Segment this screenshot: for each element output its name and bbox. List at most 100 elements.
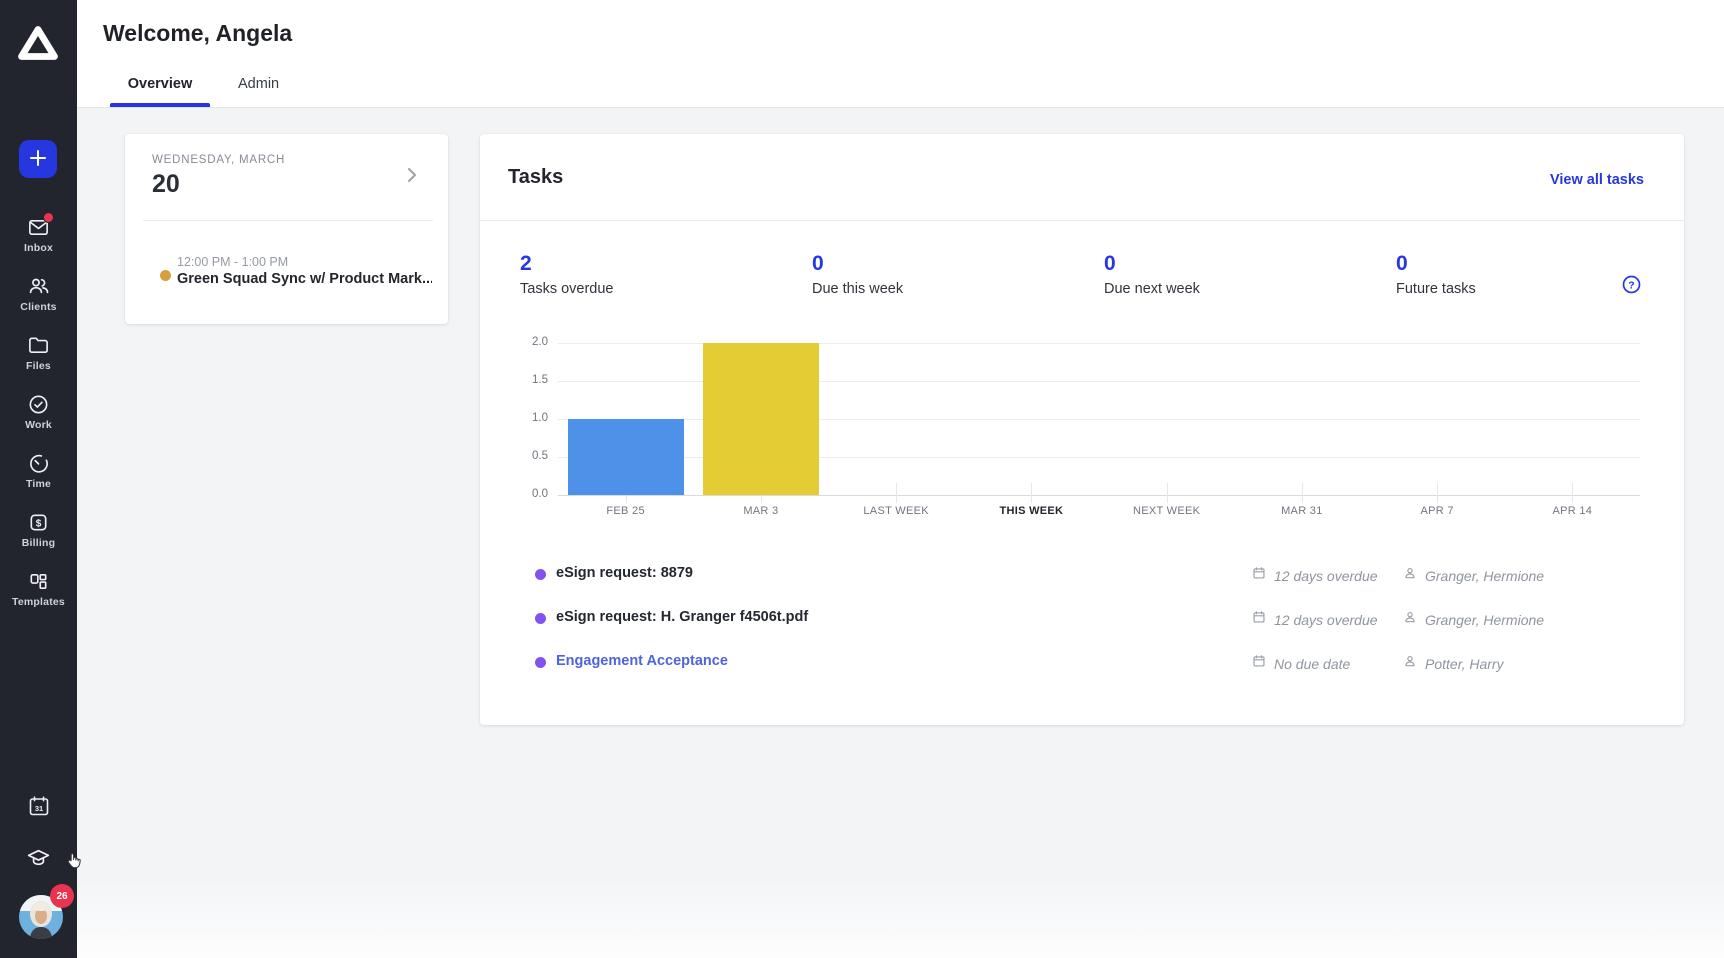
stat-label: Due this week <box>812 281 904 297</box>
x-tick-mark <box>896 483 898 503</box>
x-axis-label: LAST WEEK <box>863 505 929 517</box>
person-icon <box>1403 654 1417 673</box>
question-circle-icon: ? <box>1622 275 1641 297</box>
svg-text:$: $ <box>36 518 42 529</box>
bar-mar-3 <box>702 343 819 495</box>
check-circle-icon <box>27 392 51 416</box>
x-axis-label: THIS WEEK <box>999 505 1064 517</box>
task-priority-dot <box>535 613 546 624</box>
task-title[interactable]: eSign request: 8879 <box>556 565 693 581</box>
task-assignee-text: Potter, Harry <box>1425 655 1504 672</box>
gridline <box>558 381 1640 382</box>
stat-future-tasks: 0 Future tasks <box>1396 252 1476 297</box>
plus-icon <box>29 149 47 170</box>
calendar-day-number: 20 <box>152 170 180 198</box>
task-priority-dot <box>535 657 546 668</box>
calendar-small-icon <box>1252 566 1266 585</box>
folder-icon <box>27 333 51 357</box>
tasks-card-title: Tasks <box>508 166 564 188</box>
y-axis-label: 1.0 <box>532 412 548 424</box>
task-title[interactable]: eSign request: H. Granger f4506t.pdf <box>556 609 809 625</box>
timer-icon <box>27 451 51 475</box>
sidebar-item-label: Time <box>25 478 52 490</box>
x-axis-label: FEB 25 <box>606 505 645 517</box>
divider <box>143 220 433 221</box>
task-assignee: Granger, Hermione <box>1403 610 1544 629</box>
sidebar-item-files[interactable]: Files <box>0 323 77 382</box>
task-due: 12 days overdue <box>1252 610 1378 629</box>
tab-overview[interactable]: Overview <box>110 76 210 107</box>
stat-value: 0 <box>1104 252 1116 275</box>
task-assignee: Potter, Harry <box>1403 654 1504 673</box>
envelope-icon <box>27 212 54 239</box>
calendar-card: WEDNESDAY, MARCH 20 12:00 PM - 1:00 PM G… <box>125 134 448 324</box>
x-tick-mark <box>1031 483 1033 503</box>
y-axis-label: 1.5 <box>532 374 548 386</box>
task-assignee: Granger, Hermione <box>1403 566 1544 585</box>
y-axis-label: 2.0 <box>532 336 548 348</box>
stat-label: Future tasks <box>1396 281 1476 297</box>
sidebar-item-label: Files <box>26 360 51 372</box>
create-new-button[interactable] <box>19 140 57 178</box>
sidebar-item-time[interactable]: Time <box>0 441 77 500</box>
task-assignee-text: Granger, Hermione <box>1425 611 1545 628</box>
x-tick-mark <box>1437 483 1439 503</box>
sidebar-nav: Inbox Clients Files <box>0 205 77 618</box>
view-all-tasks-link[interactable]: View all tasks <box>1549 172 1644 188</box>
event-color-dot <box>160 270 171 281</box>
calendar-small-icon <box>1252 654 1266 673</box>
dollar-square-icon: $ <box>27 510 51 534</box>
sidebar-item-label: Work <box>25 419 52 431</box>
event-title: Green Squad Sync w/ Product Mark... <box>177 271 432 287</box>
y-axis-label: 0.0 <box>532 488 548 500</box>
x-tick-mark <box>1301 483 1303 503</box>
avatar-count-badge: 26 <box>50 884 74 908</box>
sidebar-item-label: Inbox <box>24 242 53 254</box>
task-assignee-text: Granger, Hermione <box>1425 567 1545 584</box>
calendar-nav-button[interactable]: 31 <box>0 793 77 822</box>
x-tick-mark <box>1572 483 1574 503</box>
sidebar-item-clients[interactable]: Clients <box>0 264 77 323</box>
gridline <box>558 343 1640 344</box>
x-axis-label: MAR 31 <box>1281 505 1323 517</box>
page-title: Welcome, Angela <box>103 20 293 46</box>
user-avatar[interactable]: 26 <box>18 884 74 940</box>
task-row: Engagement Acceptance No due date Potter… <box>480 647 1684 677</box>
stat-tasks-overdue: 2 Tasks overdue <box>520 252 614 297</box>
chevron-right-icon <box>407 168 417 186</box>
gridline <box>558 419 1640 420</box>
avatar-image <box>19 895 63 939</box>
task-due: No due date <box>1252 654 1350 673</box>
stat-value: 2 <box>520 252 532 275</box>
bottom-fade <box>77 873 1724 958</box>
svg-text:?: ? <box>1628 280 1634 291</box>
x-axis-label: MAR 3 <box>743 505 779 517</box>
sidebar-item-billing[interactable]: $ Billing <box>0 500 77 559</box>
task-due: 12 days overdue <box>1252 566 1378 585</box>
sidebar-item-templates[interactable]: Templates <box>0 559 77 618</box>
stat-value: 0 <box>812 252 824 275</box>
calendar-expand-button[interactable] <box>405 165 419 188</box>
tab-admin[interactable]: Admin <box>238 76 280 92</box>
task-title[interactable]: Engagement Acceptance <box>556 653 728 669</box>
tasks-chart: 0.0 0.5 1.0 1.5 2.0 FEB 25 MAR 3 LAST WEEK THIS … <box>480 334 1684 534</box>
task-priority-dot <box>535 569 546 580</box>
calendar-weekday-label: WEDNESDAY, MARCH <box>152 154 286 166</box>
canopy-logo-icon[interactable] <box>15 20 61 66</box>
x-axis-line <box>558 495 1640 496</box>
sidebar-item-work[interactable]: Work <box>0 382 77 441</box>
divider <box>480 220 1684 221</box>
calendar-small-icon <box>1252 610 1266 629</box>
stat-value: 0 <box>1396 252 1408 275</box>
stat-label: Due next week <box>1104 281 1200 297</box>
education-button[interactable] <box>0 845 77 875</box>
sidebar: Inbox Clients Files <box>0 0 77 958</box>
stat-due-next-week: 0 Due next week <box>1104 252 1200 297</box>
sidebar-item-label: Clients <box>20 301 57 313</box>
notification-dot <box>42 212 54 223</box>
x-axis-label: APR 7 <box>1420 505 1454 517</box>
sidebar-item-inbox[interactable]: Inbox <box>0 205 77 264</box>
help-button[interactable]: ? <box>1622 275 1641 294</box>
task-due-text: 12 days overdue <box>1274 567 1378 584</box>
gridline <box>558 457 1640 458</box>
